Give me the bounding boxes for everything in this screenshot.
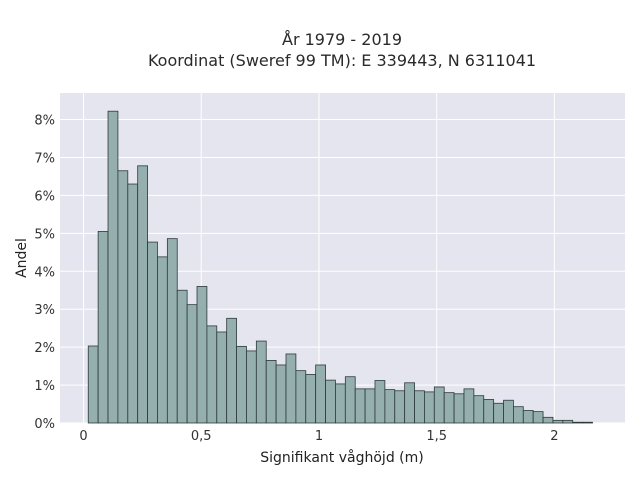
y-tick-label: 8% [34,114,55,129]
y-tick-label: 2% [34,341,55,356]
histogram-bar [582,421,593,424]
histogram-bar [513,406,524,424]
histogram-bar [87,345,99,424]
histogram-bar [532,411,544,424]
histogram-bar [335,383,346,424]
histogram-bar [295,370,307,424]
histogram-bar [216,331,228,424]
histogram-bar [354,388,366,424]
histogram-bar [404,382,415,424]
x-tick-label: 1,5 [426,429,447,444]
x-axis-label: Signifikant våghöjd (m) [260,449,423,466]
y-axis-label: Andel [14,238,30,278]
histogram-bar [206,325,218,424]
histogram-bar [265,360,277,424]
histogram-bar [364,388,376,424]
histogram-bar [572,421,584,424]
histogram-bar [394,390,406,424]
x-tick-label: 1 [315,429,323,444]
y-tick-label: 0% [34,417,55,432]
y-tick-label: 6% [34,189,55,204]
histogram-bar [157,256,168,424]
histogram-bar [147,241,158,424]
histogram-bar [305,374,317,424]
histogram-bar [384,389,396,424]
histogram-bar [463,388,475,424]
histogram-bar [127,183,139,424]
x-tick-label: 0,5 [191,429,212,444]
histogram-bar [453,393,465,424]
histogram-bar [315,364,326,424]
histogram-bar [493,402,504,424]
histogram-bar [236,345,247,424]
histogram-bar [473,395,485,424]
chart-title-line-2: Koordinat (Sweref 99 TM): E 339443, N 63… [148,51,536,70]
y-tick-label: 5% [34,227,55,242]
histogram-bar [97,231,109,424]
histogram-bar [552,419,564,424]
x-tick-labels: 0 0,5 1 1,5 2 [79,429,558,444]
histogram-bar [522,410,534,424]
histogram-bar [542,416,554,424]
histogram-bar [275,364,287,424]
histogram-bar [246,350,257,424]
chart-title-line-1: År 1979 - 2019 [282,30,402,49]
histogram-bar [562,419,574,424]
histogram-bar [483,399,495,424]
histogram-bar [186,304,198,424]
histogram-bar [107,110,119,424]
histogram-bar [137,165,148,424]
histogram-bar [325,379,336,424]
histogram-bar [166,238,178,424]
histogram-bar [344,376,356,424]
histogram-bar [117,170,129,424]
y-tick-label: 1% [34,379,55,394]
histogram-bar [503,399,514,424]
histogram-bar [196,286,208,424]
x-tick-label: 0 [79,429,87,444]
y-tick-label: 7% [34,151,55,166]
histogram-bar [424,391,435,424]
histogram-bar [255,340,267,424]
y-tick-label: 4% [34,265,55,280]
histogram-bar [285,353,297,424]
histogram-bars [87,110,593,424]
x-tick-label: 2 [550,429,558,444]
histogram-bar [433,386,445,424]
y-tick-labels: 0% 1% 2% 3% 4% 5% 6% 7% 8% [34,114,55,432]
y-tick-label: 3% [34,303,55,318]
histogram-bar [414,390,425,424]
histogram-bar [443,392,455,424]
histogram-bar [374,380,386,424]
histogram-bar [176,289,188,424]
histogram-bar [226,317,237,424]
